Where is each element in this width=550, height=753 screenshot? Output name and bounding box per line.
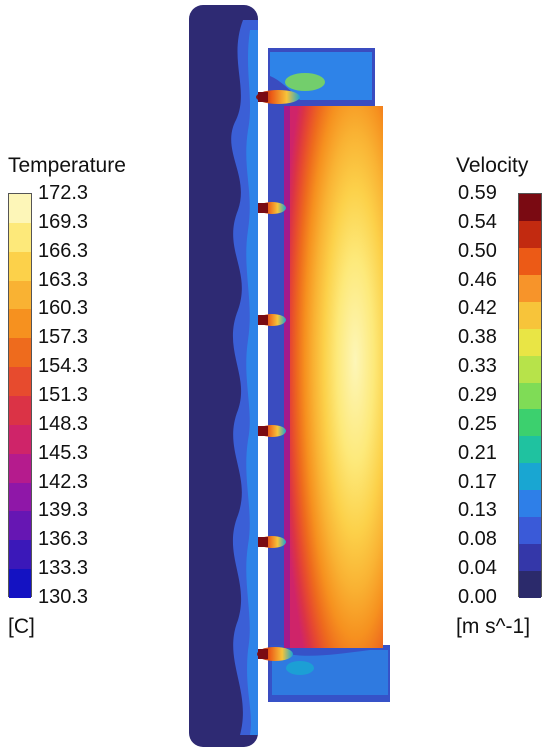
tick-label: 169.3 [38, 210, 89, 233]
color-swatch [519, 247, 541, 276]
tick-label: 133.3 [38, 557, 89, 580]
slot [258, 203, 268, 213]
tick-label: 0.04 [458, 557, 497, 580]
tick-label: 0.50 [458, 239, 497, 262]
tick-label: 0.00 [458, 586, 497, 608]
color-swatch [9, 396, 31, 426]
tick-label: 0.29 [458, 384, 497, 406]
color-swatch [519, 490, 541, 518]
color-swatch [519, 328, 541, 357]
slot [258, 537, 268, 547]
tick-label: 0.13 [458, 499, 497, 522]
color-swatch [9, 309, 31, 339]
color-swatch [519, 220, 541, 249]
color-swatch [519, 544, 541, 572]
temperature-unit-label: [C] [8, 615, 35, 638]
color-swatch [519, 382, 541, 410]
color-swatch [9, 453, 31, 484]
color-swatch [9, 194, 31, 224]
color-swatch [519, 517, 541, 545]
color-swatch [9, 569, 31, 599]
tick-label: 142.3 [38, 470, 89, 493]
color-swatch [519, 194, 541, 222]
tick-label: 0.54 [458, 210, 497, 233]
tick-label: 0.25 [458, 412, 497, 435]
tick-label: 0.17 [458, 470, 497, 493]
temperature-color-bar [8, 193, 32, 599]
heated-block-edge [284, 106, 290, 648]
tick-label: 130.3 [38, 586, 89, 608]
color-swatch [9, 511, 31, 541]
jet-6-plume [286, 661, 314, 675]
tick-label: 172.3 [38, 182, 89, 204]
slot [258, 92, 268, 102]
heated-block [284, 106, 383, 648]
color-swatch [519, 355, 541, 384]
slot [258, 649, 268, 659]
color-swatch [9, 338, 31, 368]
tick-label: 154.3 [38, 355, 89, 378]
jet-1-plume [285, 73, 325, 91]
slot [258, 426, 268, 436]
color-swatch [519, 409, 541, 437]
near-wall-flow-light [246, 30, 258, 735]
color-swatch [9, 482, 31, 512]
temperature-legend-title: Temperature [8, 154, 126, 177]
color-swatch [9, 424, 31, 455]
color-swatch [519, 301, 541, 330]
tick-label: 0.46 [458, 268, 497, 291]
tick-label: 0.21 [458, 441, 497, 464]
velocity-color-bar [518, 193, 542, 599]
divider-slots [258, 92, 268, 659]
tick-label: 145.3 [38, 441, 89, 464]
tick-label: 0.08 [458, 528, 497, 551]
tick-label: 0.33 [458, 355, 497, 378]
tick-label: 0.59 [458, 182, 497, 204]
color-swatch [519, 463, 541, 491]
tick-label: 163.3 [38, 268, 89, 291]
tick-label: 157.3 [38, 326, 89, 349]
tick-label: 139.3 [38, 499, 89, 522]
velocity-legend-title: Velocity [456, 154, 529, 177]
tick-label: 148.3 [38, 412, 89, 435]
tick-label: 166.3 [38, 239, 89, 262]
color-swatch [9, 540, 31, 570]
color-swatch [9, 222, 31, 253]
color-swatch [9, 280, 31, 310]
color-swatch [519, 274, 541, 303]
slot [258, 315, 268, 325]
color-swatch [519, 571, 541, 599]
tick-label: 0.38 [458, 326, 497, 349]
tick-label: 151.3 [38, 384, 89, 406]
color-swatch [9, 367, 31, 397]
tick-label: 0.42 [458, 297, 497, 320]
color-swatch [9, 251, 31, 282]
velocity-unit-label: [m s^-1] [456, 615, 531, 638]
color-swatch [519, 436, 541, 464]
tick-label: 160.3 [38, 297, 89, 320]
divider-wall [258, 50, 268, 700]
tick-label: 136.3 [38, 528, 89, 551]
